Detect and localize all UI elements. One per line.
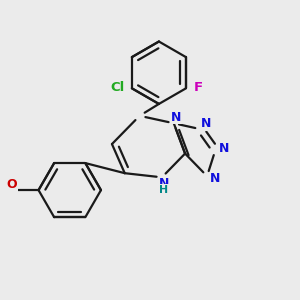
Text: H: H <box>159 185 168 195</box>
Text: N: N <box>158 177 169 190</box>
Text: O: O <box>7 178 17 191</box>
Text: N: N <box>210 172 220 185</box>
Text: F: F <box>193 81 203 94</box>
Text: N: N <box>201 117 211 130</box>
Text: N: N <box>219 142 230 155</box>
Text: N: N <box>171 111 181 124</box>
Text: Cl: Cl <box>110 81 125 94</box>
